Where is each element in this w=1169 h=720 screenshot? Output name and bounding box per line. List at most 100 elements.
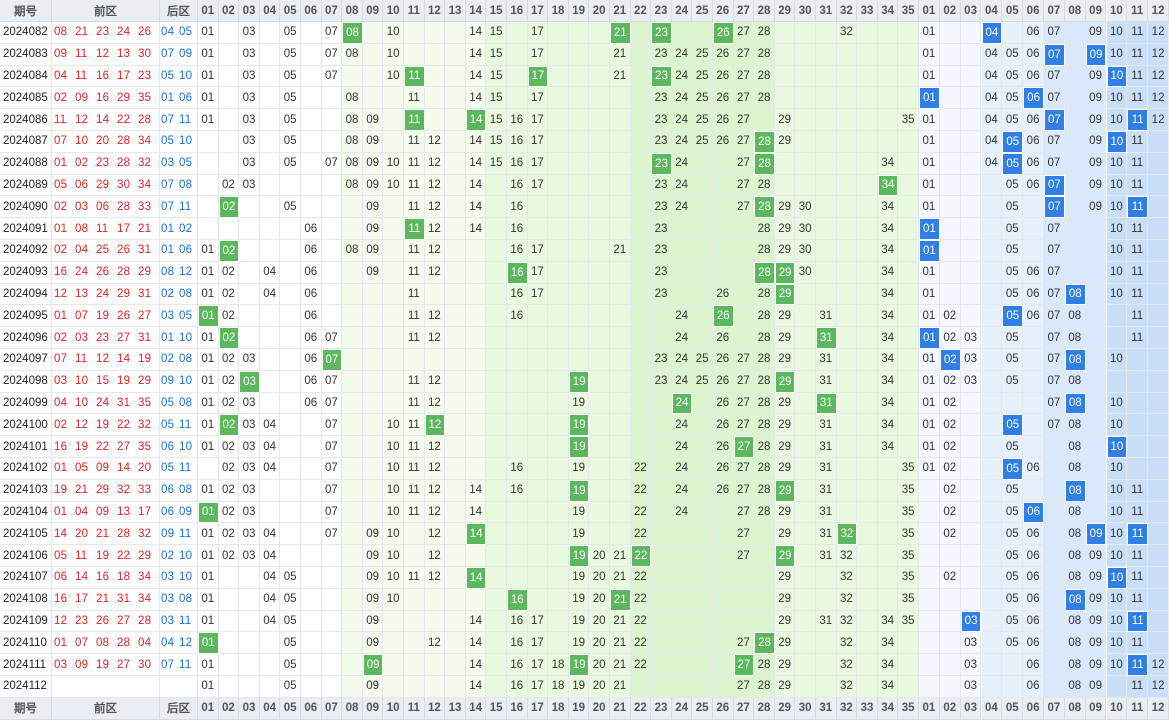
front-hit-cell: 31 bbox=[816, 392, 837, 415]
front-trend-cell: 12 bbox=[424, 261, 446, 284]
back-trend-cell: 09 bbox=[1085, 632, 1107, 655]
front-trend-cell bbox=[321, 676, 343, 698]
front-trend-cell bbox=[342, 65, 363, 88]
front-trend-cell bbox=[692, 545, 713, 567]
front-trend-cell: 31 bbox=[816, 501, 837, 524]
back-trend-cell: 09 bbox=[1085, 174, 1107, 197]
back-number: 02 bbox=[161, 287, 175, 300]
header-front-col-02: 02 bbox=[218, 0, 240, 22]
back-trend-cell: 05 bbox=[1002, 436, 1024, 458]
front-trend-cell bbox=[445, 22, 466, 44]
front-trend-cell bbox=[218, 87, 240, 110]
front-trend-cell bbox=[568, 240, 590, 262]
front-trend-cell: 32 bbox=[836, 567, 858, 589]
footer-front-col-19: 19 bbox=[568, 697, 590, 720]
front-trend-cell: 06 bbox=[301, 305, 322, 328]
front-trend-cell bbox=[651, 436, 672, 458]
front-trend-cell: 31 bbox=[816, 349, 837, 371]
front-trend-cell: 02 bbox=[218, 436, 240, 458]
back-trend-cell bbox=[960, 240, 982, 262]
back-trend-cell bbox=[960, 109, 982, 131]
back-number: 11 bbox=[179, 113, 192, 126]
footer-front-col-11: 11 bbox=[404, 697, 425, 720]
front-trend-cell bbox=[836, 240, 858, 262]
back-trend-cell bbox=[981, 545, 1003, 567]
front-trend-cell bbox=[507, 523, 528, 546]
front-number: 05 bbox=[54, 549, 68, 562]
front-trend-cell bbox=[795, 567, 816, 589]
front-trend-cell bbox=[301, 479, 322, 502]
footer-front-col-23: 23 bbox=[651, 697, 672, 720]
front-number: 08 bbox=[96, 636, 110, 649]
front-trend-cell bbox=[568, 261, 590, 284]
footer-front-col-32: 32 bbox=[836, 697, 858, 720]
back-trend-cell bbox=[960, 174, 982, 197]
back-trend-cell: 04 bbox=[981, 131, 1003, 153]
back-number: 05 bbox=[161, 462, 175, 475]
front-trend-cell: 32 bbox=[836, 545, 858, 567]
front-number: 08 bbox=[54, 26, 68, 39]
front-trend-cell bbox=[259, 109, 281, 131]
back-trend-cell bbox=[1148, 436, 1169, 458]
header-back-col-03: 03 bbox=[960, 0, 982, 22]
front-trend-cell: 25 bbox=[692, 65, 713, 88]
header-front-col-17: 17 bbox=[527, 0, 549, 22]
front-trend-cell bbox=[424, 283, 446, 306]
back-trend-cell bbox=[1044, 523, 1065, 546]
front-trend-cell: 15 bbox=[486, 109, 507, 131]
front-hit-cell: 11 bbox=[404, 109, 425, 131]
front-trend-cell: 05 bbox=[280, 588, 301, 611]
footer-front-col-10: 10 bbox=[383, 697, 404, 720]
header-front-col-30: 30 bbox=[795, 0, 816, 22]
front-trend-cell: 24 bbox=[671, 305, 693, 328]
header-front-col-10: 10 bbox=[383, 0, 404, 22]
front-trend-cell bbox=[218, 676, 240, 698]
front-trend-cell bbox=[445, 501, 466, 524]
front-trend-cell: 01 bbox=[198, 392, 219, 415]
back-trend-cell bbox=[1148, 196, 1169, 219]
front-trend-cell: 06 bbox=[301, 327, 322, 349]
front-trend-cell: 12 bbox=[424, 131, 446, 153]
front-trend-cell bbox=[198, 458, 219, 480]
period-cell: 2024101 bbox=[0, 436, 52, 458]
back-trend-cell: 10 bbox=[1106, 109, 1128, 131]
front-trend-cell bbox=[342, 261, 363, 284]
front-trend-cell: 17 bbox=[527, 131, 549, 153]
front-trend-cell bbox=[445, 65, 466, 88]
header-front-col-29: 29 bbox=[774, 0, 796, 22]
front-number: 12 bbox=[96, 48, 110, 61]
front-number: 34 bbox=[138, 178, 152, 191]
front-trend-cell bbox=[774, 65, 796, 88]
footer-front-col-28: 28 bbox=[754, 697, 775, 720]
front-trend-cell bbox=[795, 370, 816, 393]
back-hit-cell: 08 bbox=[1064, 479, 1086, 502]
back-trend-cell bbox=[919, 588, 940, 611]
front-trend-cell: 14 bbox=[465, 43, 487, 66]
front-trend-cell: 34 bbox=[877, 370, 899, 393]
front-trend-cell bbox=[321, 305, 343, 328]
front-trend-cell bbox=[342, 283, 363, 306]
front-trend-cell bbox=[218, 632, 240, 655]
front-trend-cell: 24 bbox=[671, 152, 693, 175]
front-trend-cell: 26 bbox=[713, 283, 734, 306]
back-hit-cell: 06 bbox=[1023, 87, 1044, 110]
back-trend-cell: 10 bbox=[1106, 196, 1128, 219]
front-trend-cell bbox=[259, 174, 281, 197]
front-trend-cell bbox=[816, 240, 837, 262]
front-trend-cell bbox=[445, 479, 466, 502]
front-trend-cell bbox=[836, 479, 858, 502]
front-trend-cell: 23 bbox=[651, 131, 672, 153]
front-trend-cell bbox=[445, 240, 466, 262]
front-trend-cell: 31 bbox=[816, 370, 837, 393]
front-trend-cell bbox=[568, 349, 590, 371]
front-trend-cell: 28 bbox=[754, 458, 775, 480]
front-trend-cell: 16 bbox=[507, 676, 528, 698]
front-trend-cell: 28 bbox=[754, 218, 775, 240]
front-number: 33 bbox=[138, 484, 152, 497]
front-trend-cell bbox=[301, 196, 322, 219]
front-number: 29 bbox=[117, 287, 131, 300]
back-trend-cell: 04 bbox=[981, 65, 1003, 88]
front-trend-cell bbox=[280, 261, 301, 284]
front-trend-cell: 10 bbox=[383, 458, 404, 480]
front-trend-cell: 17 bbox=[527, 152, 549, 175]
